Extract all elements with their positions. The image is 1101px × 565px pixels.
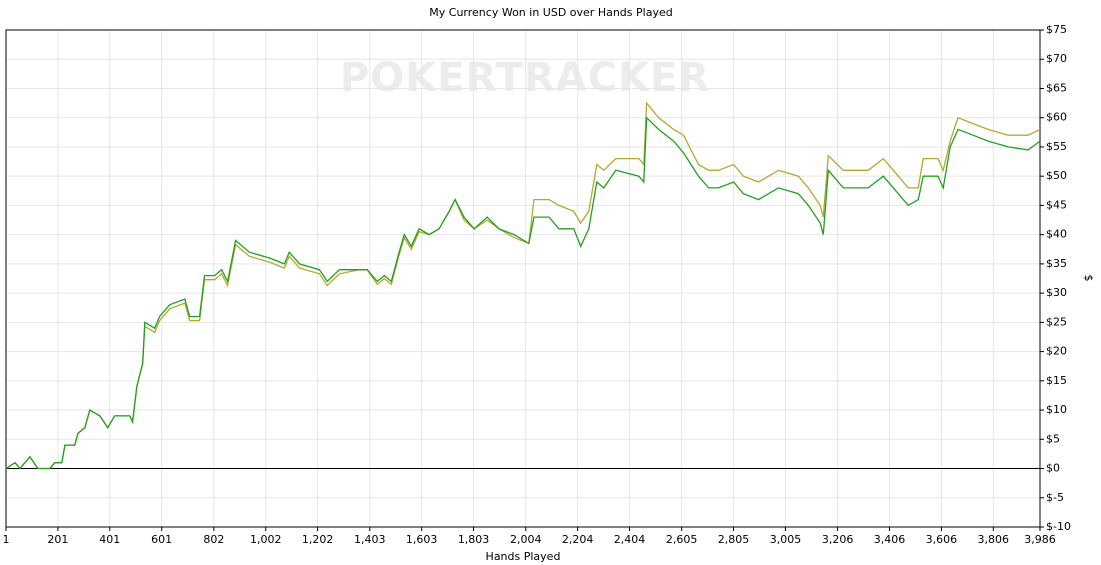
y-tick-label: $60 (1046, 111, 1067, 124)
x-tick-label: 2,404 (614, 533, 646, 546)
x-tick-label: 3,606 (926, 533, 958, 546)
x-axis-title: Hands Played (486, 550, 561, 563)
x-tick-label: 1,603 (406, 533, 438, 546)
y-tick-label: $20 (1046, 345, 1067, 358)
y-tick-label: $-5 (1046, 491, 1064, 504)
y-tick-label: $75 (1046, 23, 1067, 36)
x-tick-label: 3,206 (822, 533, 854, 546)
y-axis-title: $ (1082, 275, 1095, 282)
x-tick-label: 1,002 (250, 533, 282, 546)
y-tick-label: $40 (1046, 228, 1067, 241)
chart-title: My Currency Won in USD over Hands Played (429, 6, 672, 19)
x-tick-label: 3,406 (874, 533, 906, 546)
x-tick-label: 2,805 (718, 533, 750, 546)
x-tick-label: 3,806 (978, 533, 1010, 546)
x-tick-label: 601 (151, 533, 172, 546)
x-tick-label: 1 (3, 533, 10, 546)
x-tick-label: 1,803 (458, 533, 490, 546)
x-tick-label: 1,202 (302, 533, 334, 546)
x-tick-label: 802 (203, 533, 224, 546)
x-tick-label: 2,004 (510, 533, 542, 546)
y-tick-label: $15 (1046, 374, 1067, 387)
y-tick-label: $25 (1046, 315, 1067, 328)
series-line (5, 116, 1041, 470)
x-tick-label: 3,986 (1024, 533, 1056, 546)
plot-border (5, 29, 1041, 528)
y-tick-label: $10 (1046, 403, 1067, 416)
x-tick-label: 2,605 (666, 533, 698, 546)
y-tick-label: $0 (1046, 462, 1060, 475)
y-tick-label: $-10 (1046, 520, 1071, 533)
y-tick-label: $55 (1046, 140, 1067, 153)
watermark: POKERTRACKER (340, 55, 710, 101)
y-tick-label: $5 (1046, 432, 1060, 445)
y-tick-label: $50 (1046, 169, 1067, 182)
y-tick-label: $35 (1046, 257, 1067, 270)
series-line (5, 101, 1041, 470)
x-tick-label: 2,204 (562, 533, 594, 546)
x-tick-label: 1,403 (354, 533, 386, 546)
x-tick-label: 3,005 (770, 533, 802, 546)
x-tick-label: 401 (99, 533, 120, 546)
y-tick-label: $70 (1046, 52, 1067, 65)
y-tick-label: $30 (1046, 286, 1067, 299)
y-tick-label: $45 (1046, 198, 1067, 211)
y-tick-label: $65 (1046, 81, 1067, 94)
x-tick-label: 201 (47, 533, 68, 546)
